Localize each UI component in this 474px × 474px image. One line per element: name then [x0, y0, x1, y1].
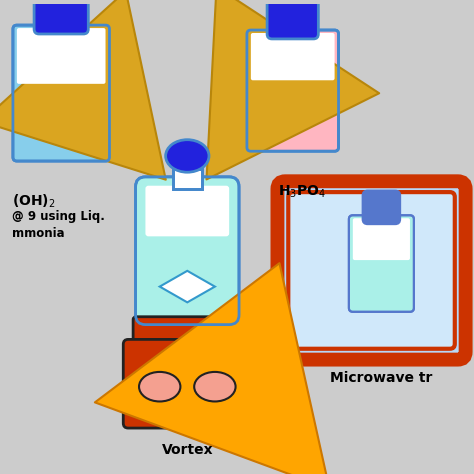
FancyBboxPatch shape — [267, 0, 319, 39]
FancyBboxPatch shape — [363, 191, 400, 224]
Text: Vortex: Vortex — [162, 443, 213, 457]
FancyBboxPatch shape — [277, 181, 465, 360]
FancyBboxPatch shape — [288, 192, 455, 349]
Bar — [173, 169, 202, 189]
Ellipse shape — [194, 372, 236, 401]
Text: (OH)$_2$: (OH)$_2$ — [12, 193, 55, 210]
FancyBboxPatch shape — [146, 186, 229, 237]
FancyBboxPatch shape — [136, 177, 239, 325]
FancyBboxPatch shape — [247, 30, 338, 151]
FancyBboxPatch shape — [349, 215, 414, 312]
FancyBboxPatch shape — [13, 25, 109, 161]
FancyBboxPatch shape — [133, 317, 241, 350]
FancyBboxPatch shape — [34, 0, 88, 34]
FancyBboxPatch shape — [123, 339, 251, 428]
Text: @ 9 using Liq.
mmonia: @ 9 using Liq. mmonia — [12, 210, 105, 240]
FancyBboxPatch shape — [251, 33, 335, 80]
Polygon shape — [160, 271, 215, 302]
Text: Microwave tr: Microwave tr — [330, 372, 433, 385]
FancyBboxPatch shape — [353, 218, 410, 260]
Bar — [173, 169, 202, 189]
Ellipse shape — [139, 372, 181, 401]
Ellipse shape — [165, 140, 209, 172]
Text: H$_3$PO$_4$: H$_3$PO$_4$ — [278, 183, 326, 200]
FancyBboxPatch shape — [17, 28, 106, 84]
